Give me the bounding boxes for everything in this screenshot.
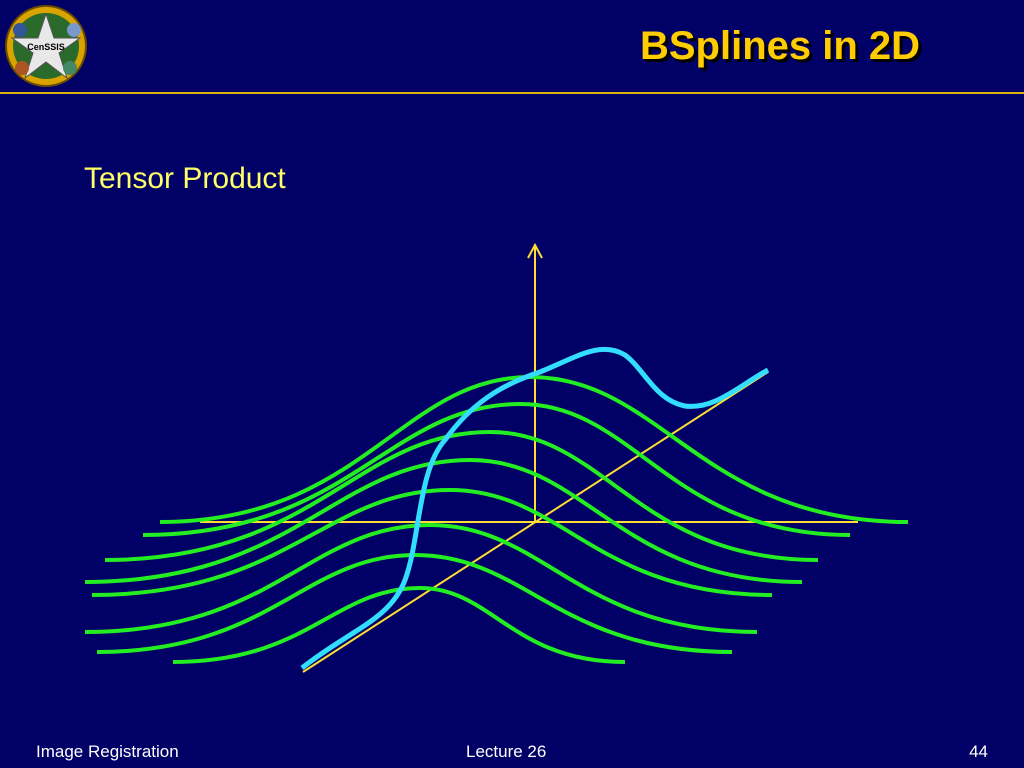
basis-curve [91, 487, 773, 597]
basis-curve [142, 401, 851, 537]
heading: Tensor Product [84, 162, 286, 195]
footer-right: 44 [969, 742, 988, 761]
basis-curve [104, 429, 819, 562]
logo: CenSSIS [5, 5, 87, 87]
axes [200, 242, 858, 673]
slide-title: BSplines in 2D [639, 24, 921, 68]
basis-curves [84, 374, 909, 664]
basis-curve [84, 522, 758, 634]
logo-text: CenSSIS [27, 42, 65, 52]
surface-curve [300, 346, 770, 670]
basis-curve [96, 552, 733, 654]
basis-curve [84, 457, 803, 584]
header-rule [0, 92, 1024, 94]
footer-center: Lecture 26 [466, 742, 547, 761]
basis-curve [172, 585, 626, 664]
footer-left: Image Registration [36, 742, 179, 761]
